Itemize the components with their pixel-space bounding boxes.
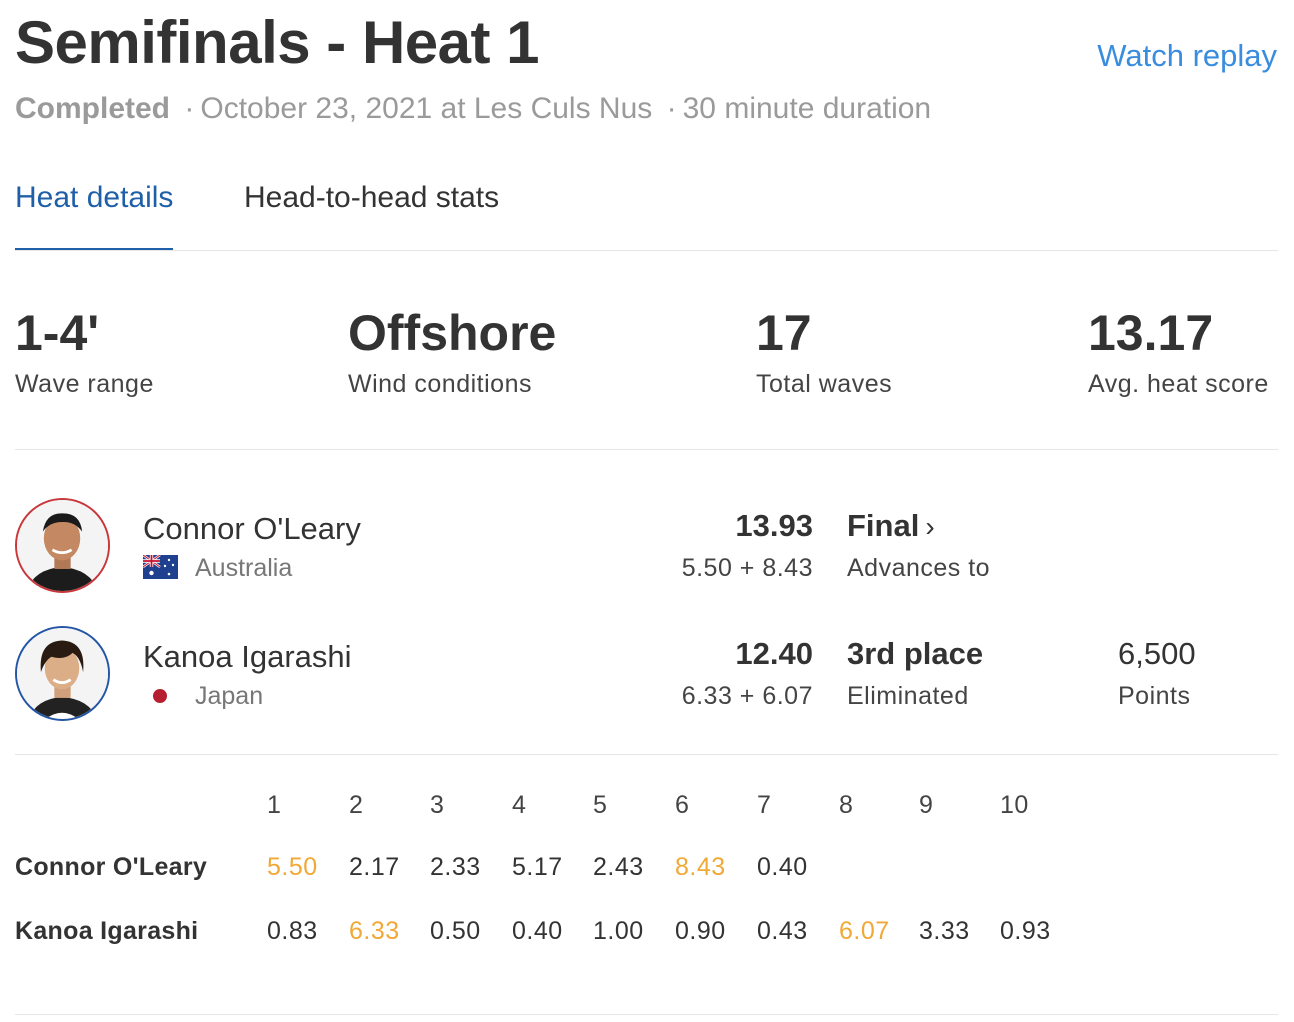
stat-value: 17 — [756, 305, 812, 361]
wave-number: 5 — [593, 791, 608, 819]
wave-score: 0.83 — [267, 917, 318, 945]
score-row-name: Connor O'Leary — [15, 853, 208, 881]
avatar — [15, 498, 110, 593]
wave-number: 6 — [675, 791, 690, 819]
athlete-name[interactable]: Connor O'Leary — [143, 511, 361, 546]
stat-wind-conditions: Offshore Wind conditions — [348, 300, 556, 399]
points-value: 6,500 — [1118, 636, 1196, 671]
wave-score: 2.33 — [430, 853, 481, 881]
stat-label: Avg. heat score — [1088, 370, 1269, 398]
wave-number: 1 — [267, 791, 282, 819]
wave-score: 3.33 — [919, 917, 970, 945]
heat-date-location: October 23, 2021 at Les Culs Nus — [200, 92, 653, 125]
separator-dot: · — [184, 92, 195, 125]
wave-score-table: 1 2 3 4 5 6 7 8 9 10 Connor O'Leary Kanoa Igarash… — [15, 755, 1278, 1015]
wave-number: 4 — [512, 791, 527, 819]
stat-label: Total waves — [756, 370, 893, 398]
result-sublabel: Advances to — [847, 554, 991, 582]
australia-flag-icon — [143, 555, 178, 579]
stat-wave-range: 1-4' Wave range — [15, 300, 154, 399]
stat-label: Wave range — [15, 370, 154, 398]
wave-score-counting: 6.33 — [349, 917, 400, 945]
athlete-row[interactable]: Connor O'Leary Australia 13.93 5.50 + 8.… — [15, 498, 1278, 598]
wave-score: 0.40 — [757, 853, 808, 881]
athlete-results: Connor O'Leary Australia 13.93 5.50 + 8.… — [15, 450, 1278, 755]
wave-score: 5.17 — [512, 853, 563, 881]
athlete-country: Australia — [195, 554, 293, 582]
tab-heat-details[interactable]: Heat details — [15, 181, 174, 250]
wave-score-counting: 6.07 — [839, 917, 890, 945]
japan-flag-dot-icon — [153, 689, 167, 703]
avatar — [15, 626, 110, 721]
wave-score: 0.93 — [1000, 917, 1051, 945]
wave-score: 0.43 — [757, 917, 808, 945]
wave-number: 8 — [839, 791, 854, 819]
wave-score: 0.90 — [675, 917, 726, 945]
wave-number: 7 — [757, 791, 772, 819]
stat-label: Wind conditions — [348, 370, 532, 398]
heat-duration: 30 minute duration — [682, 92, 932, 125]
athlete-photo-icon — [17, 628, 108, 719]
wave-number: 2 — [349, 791, 364, 819]
stat-value: 1-4' — [15, 305, 100, 361]
stat-value: 13.17 — [1088, 305, 1214, 361]
wave-score-counting: 8.43 — [675, 853, 726, 881]
advance-final-link[interactable]: Final › — [847, 508, 935, 544]
heat-total-score: 12.40 — [735, 636, 813, 671]
stat-value: Offshore — [348, 305, 557, 361]
counting-waves: 5.50 + 8.43 — [681, 554, 813, 582]
wave-score: 0.40 — [512, 917, 563, 945]
athlete-photo-icon — [17, 500, 108, 591]
result-label: 3rd place — [847, 636, 984, 671]
wave-score: 2.17 — [349, 853, 400, 881]
stat-avg-heat-score: 13.17 Avg. heat score — [1088, 300, 1269, 399]
athlete-name[interactable]: Kanoa Igarashi — [143, 639, 352, 674]
wave-number: 3 — [430, 791, 445, 819]
wave-score-counting: 5.50 — [267, 853, 318, 881]
status-label: Completed — [15, 92, 171, 125]
counting-waves: 6.33 + 6.07 — [681, 682, 813, 710]
page-title: Semifinals - Heat 1 — [15, 9, 540, 76]
result-label[interactable]: Final — [847, 508, 920, 543]
wave-number: 9 — [919, 791, 934, 819]
result-sublabel: Eliminated — [847, 682, 969, 710]
wave-score: 1.00 — [593, 917, 644, 945]
heat-meta: Completed · October 23, 2021 at Les Culs … — [15, 92, 931, 126]
score-row-name: Kanoa Igarashi — [15, 917, 199, 945]
points-label: Points — [1118, 682, 1191, 710]
wave-score: 2.43 — [593, 853, 644, 881]
athlete-row[interactable]: Kanoa Igarashi Japan 12.40 6.33 + 6.07 3… — [15, 626, 1278, 726]
heat-stats: 1-4' Wave range Offshore Wind conditions… — [15, 300, 1278, 450]
wave-score: 0.50 — [430, 917, 481, 945]
heat-total-score: 13.93 — [735, 508, 813, 543]
chevron-right-icon: › — [925, 511, 935, 542]
separator-dot: · — [666, 92, 677, 125]
athlete-country: Japan — [195, 682, 264, 710]
stat-total-waves: 17 Total waves — [756, 300, 892, 399]
tab-bar: Heat details Head-to-head stats — [15, 175, 1278, 251]
tab-head-to-head-stats[interactable]: Head-to-head stats — [244, 181, 500, 214]
wave-number: 10 — [1000, 791, 1029, 819]
watch-replay-link[interactable]: Watch replay — [1097, 38, 1277, 73]
